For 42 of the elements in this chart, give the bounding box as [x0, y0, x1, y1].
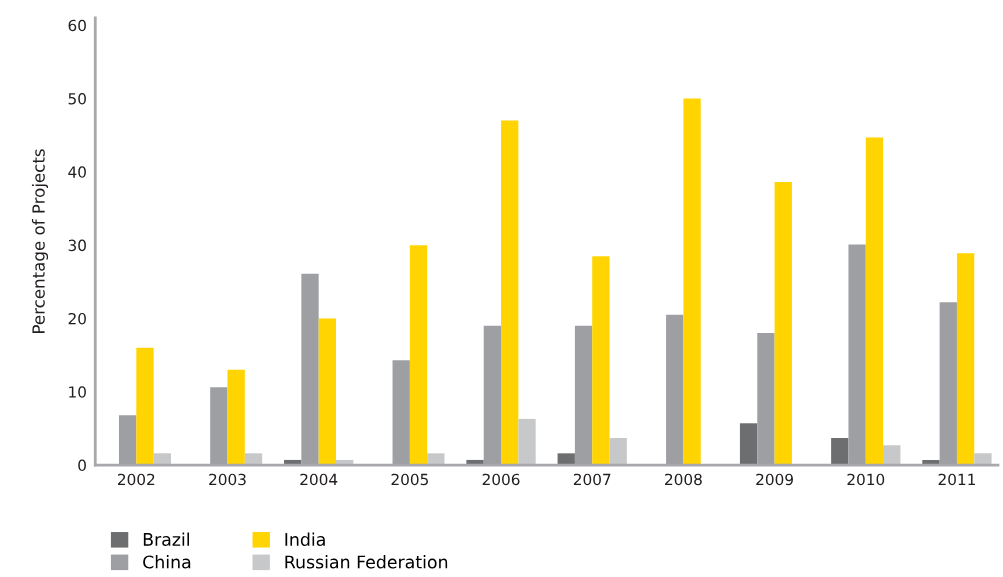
x-tick-label: 2010	[847, 473, 885, 486]
y-axis-title: Percentage of Projects	[31, 149, 49, 333]
x-tick-label: 2006	[482, 473, 520, 486]
y-tick-label: 20	[68, 312, 86, 325]
bar	[153, 453, 171, 466]
legend-label: Russian Federation	[285, 555, 448, 569]
x-tick-label: 2009	[756, 473, 793, 486]
y-tick-label: 40	[68, 166, 86, 178]
bar	[592, 256, 610, 466]
x-tick-label: 2008	[665, 473, 702, 486]
y-tick-label: 0	[78, 459, 86, 472]
bar	[683, 98, 701, 466]
y-tick-label: 50	[68, 92, 86, 105]
bar	[409, 245, 428, 466]
bar	[244, 453, 263, 466]
y-tick-label: 30	[68, 239, 86, 252]
x-tick-label: 2011	[938, 473, 975, 486]
bar	[956, 253, 975, 466]
bar	[831, 437, 849, 466]
x-tick-label: 2002	[118, 473, 155, 486]
bar	[557, 453, 575, 466]
legend-label: Brazil	[143, 532, 189, 546]
x-tick-label: 2003	[209, 473, 246, 486]
x-tick-label: 2004	[300, 473, 338, 486]
bar	[865, 137, 884, 466]
bar	[501, 120, 519, 466]
y-tick-label: 10	[69, 386, 86, 398]
y-tick-label: 60	[68, 19, 86, 32]
bar	[883, 445, 901, 466]
bar	[974, 453, 992, 466]
bar	[136, 347, 154, 466]
bar	[774, 182, 792, 466]
bar	[227, 369, 245, 466]
bar	[609, 437, 627, 466]
legend-label: China	[143, 555, 191, 569]
bar	[427, 453, 445, 466]
bar	[318, 318, 337, 466]
legend-label: India	[285, 532, 325, 546]
x-tick-label: 2005	[391, 473, 428, 486]
x-tick-label: 2007	[573, 473, 611, 486]
bar	[518, 418, 536, 466]
bar	[739, 423, 758, 466]
